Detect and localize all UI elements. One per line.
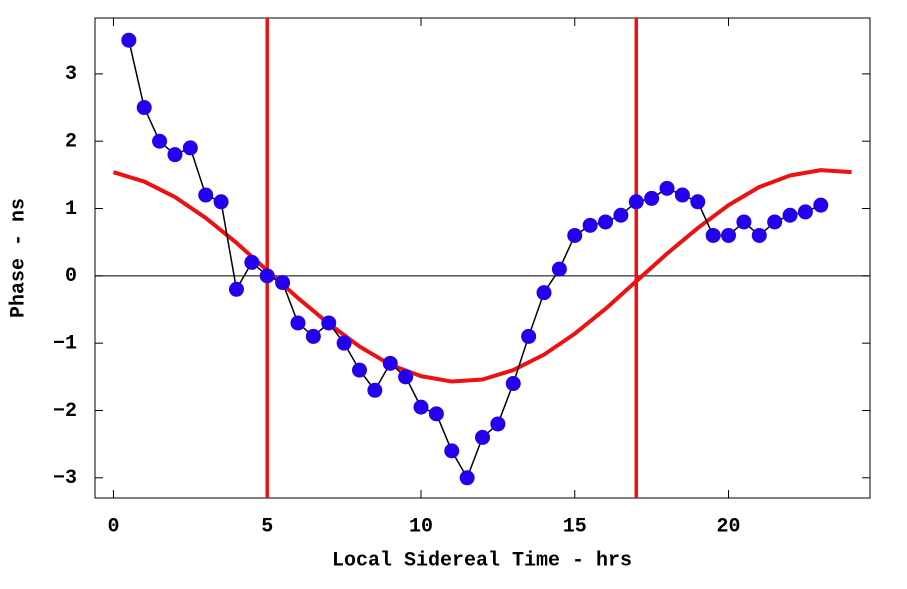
data-point xyxy=(213,194,229,210)
data-point xyxy=(398,369,414,385)
data-point xyxy=(813,197,829,213)
data-point xyxy=(521,328,537,344)
data-point xyxy=(121,32,137,48)
data-point xyxy=(505,376,521,392)
y-tick-label: −2 xyxy=(53,400,77,423)
data-point xyxy=(367,382,383,398)
data-point xyxy=(736,214,752,230)
data-line xyxy=(128,40,822,480)
data-point xyxy=(598,214,614,230)
data-point xyxy=(721,227,737,243)
data-point xyxy=(321,315,337,331)
data-point xyxy=(551,261,567,277)
data-point xyxy=(444,443,460,459)
data-point xyxy=(567,227,583,243)
data-point xyxy=(167,147,183,163)
y-axis-label: Phase - ns xyxy=(7,198,30,318)
x-tick-label: 20 xyxy=(717,515,741,538)
data-point xyxy=(674,187,690,203)
y-tick-label: −3 xyxy=(53,467,77,490)
data-point xyxy=(305,328,321,344)
y-tick-label: 0 xyxy=(65,265,77,288)
plot-frame xyxy=(94,17,871,499)
data-point xyxy=(152,133,168,149)
data-point xyxy=(613,207,629,223)
data-point xyxy=(351,362,367,378)
y-tick-label: 3 xyxy=(65,63,77,86)
fit-curve xyxy=(112,168,852,384)
data-point xyxy=(490,416,506,432)
x-tick-label: 0 xyxy=(107,515,119,538)
x-tick-label: 15 xyxy=(563,515,587,538)
data-point xyxy=(382,355,398,371)
data-point xyxy=(275,275,291,291)
data-point xyxy=(582,217,598,233)
data-point xyxy=(290,315,306,331)
y-tick-label: 2 xyxy=(65,130,77,153)
data-point xyxy=(428,406,444,422)
data-point xyxy=(751,227,767,243)
data-point xyxy=(228,281,244,297)
data-point xyxy=(198,187,214,203)
data-point xyxy=(336,335,352,351)
data-point xyxy=(244,254,260,270)
data-point xyxy=(475,429,490,445)
x-axis-label: Local Sidereal Time - hrs xyxy=(332,549,632,572)
data-point xyxy=(628,194,644,210)
data-point xyxy=(690,194,706,210)
data-point xyxy=(644,190,660,206)
data-point xyxy=(413,399,429,415)
data-point xyxy=(536,285,552,301)
x-tick-label: 10 xyxy=(409,515,433,538)
data-point xyxy=(459,470,475,486)
data-point xyxy=(136,100,152,116)
data-point xyxy=(797,204,813,220)
data-point xyxy=(782,207,798,223)
data-point xyxy=(659,180,675,196)
data-point xyxy=(705,227,721,243)
x-tick-label: 5 xyxy=(261,515,273,538)
data-point xyxy=(767,214,783,230)
data-point xyxy=(182,140,198,156)
data-point xyxy=(259,268,275,284)
y-tick-label: −1 xyxy=(53,332,77,355)
y-tick-label: 1 xyxy=(65,198,77,221)
